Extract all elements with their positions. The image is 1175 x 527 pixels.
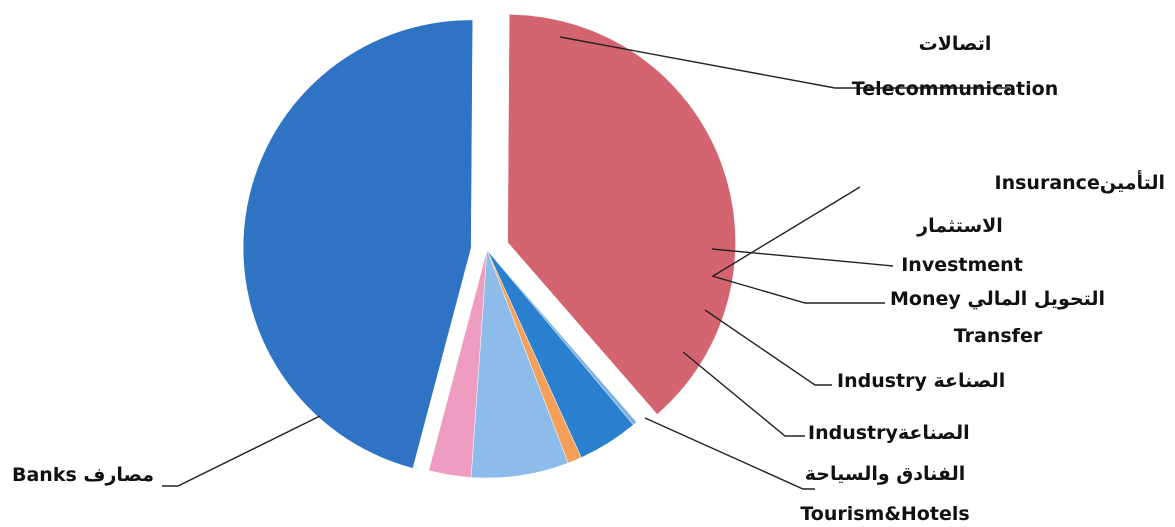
leader-investment <box>711 248 894 267</box>
label-tourism-en: Tourism&Hotels <box>800 503 969 525</box>
label-banks-en: Banks <box>12 464 77 486</box>
leader-insurance <box>712 186 861 277</box>
label-money-transfer-ar: التحويل المالي <box>967 288 1105 310</box>
leader-industry-2 <box>682 351 805 437</box>
leader-tourism <box>644 417 815 490</box>
label-industry-2-en: Industry <box>808 422 898 444</box>
label-industry-1: Industry الصناعة <box>837 370 1005 392</box>
leader-industry-1 <box>704 309 832 386</box>
label-industry-2-ar: الصناعة <box>898 422 970 444</box>
pie-slice-banks <box>242 19 473 469</box>
label-investment-en: Investment <box>901 254 1023 276</box>
leader-telecom <box>559 36 1010 89</box>
pie-slice-telecommunication <box>507 14 736 415</box>
label-investment-ar: الاستثمار <box>916 215 1003 237</box>
label-insurance: Insuranceالتأمين <box>995 170 1165 194</box>
label-money-transfer: Money التحويل المالي <box>890 288 1105 310</box>
label-banks-ar: مصارف <box>83 464 154 486</box>
label-telecom-en: Telecommunication <box>852 78 1058 100</box>
leader-money-transfer <box>711 275 885 304</box>
leader-banks <box>162 415 321 487</box>
pie-slice-tourism-hotels <box>428 249 488 478</box>
label-insurance-ar: التأمين <box>1100 170 1165 194</box>
label-industry-1-en: Industry <box>837 370 927 392</box>
label-tourism-ar: الفنادق والسياحة <box>805 463 965 485</box>
leader-lines <box>162 36 1010 490</box>
label-industry-2: Industryالصناعة <box>808 422 970 444</box>
slice-labels: اتصالات Telecommunication Insuranceالتأم… <box>12 33 1165 525</box>
label-banks: Banks مصارف <box>12 464 154 486</box>
label-money-transfer-en: Money <box>890 288 961 310</box>
label-money-transfer-en2: Transfer <box>954 325 1043 347</box>
label-insurance-en: Insurance <box>995 172 1100 194</box>
label-industry-1-ar: الصناعة <box>934 370 1006 392</box>
pie-slices <box>242 14 736 479</box>
label-telecom-ar: اتصالات <box>919 33 992 55</box>
